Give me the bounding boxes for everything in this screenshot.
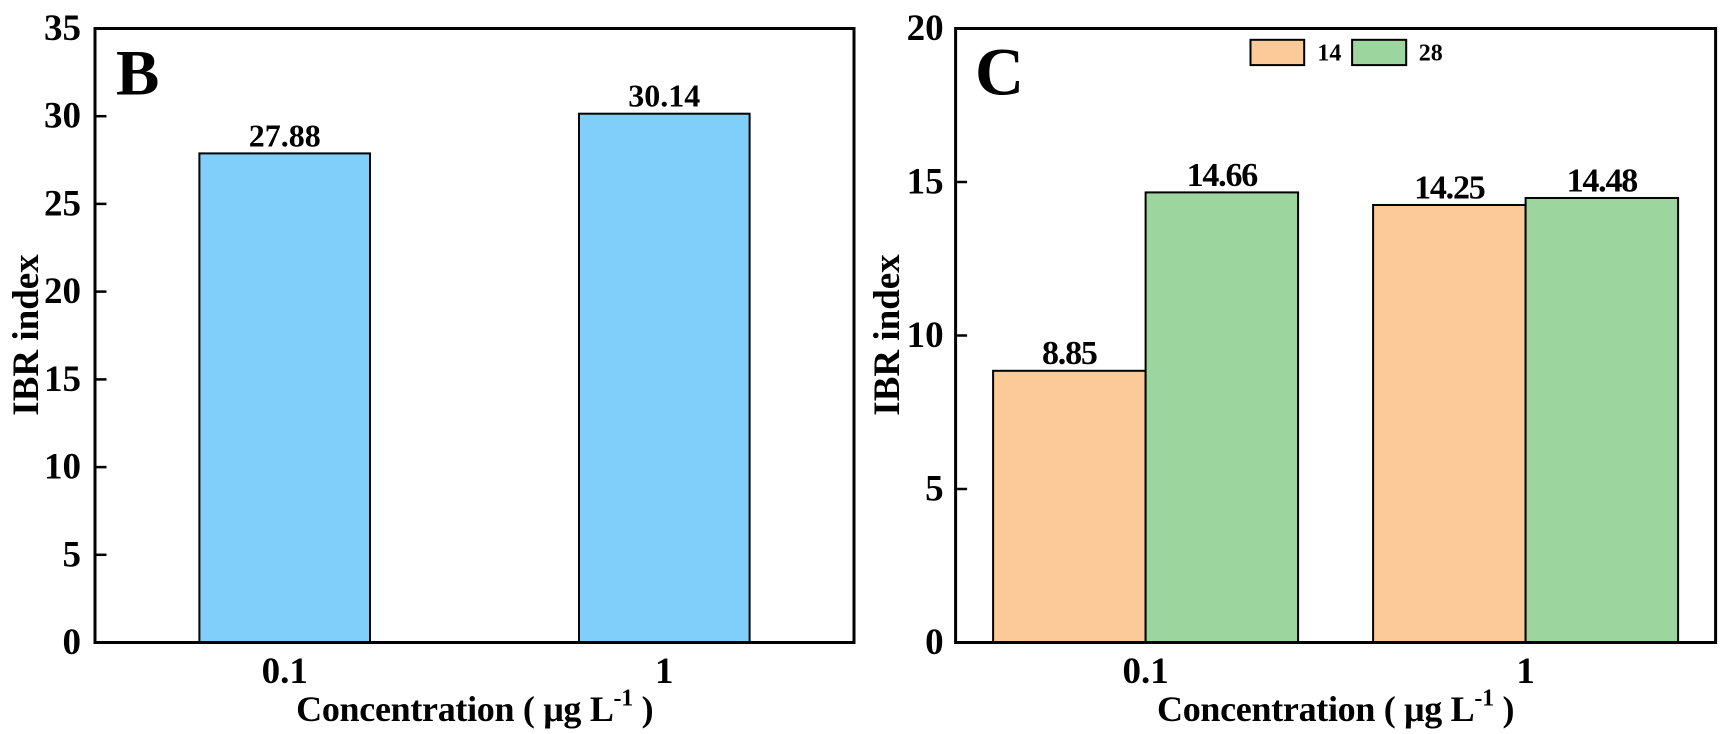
svg-text:25: 25 [44, 183, 81, 224]
svg-text:15: 15 [907, 162, 944, 203]
svg-text:20: 20 [44, 271, 81, 312]
svg-text:5: 5 [925, 469, 944, 510]
svg-text:5: 5 [63, 534, 82, 575]
svg-text:14: 14 [1317, 40, 1341, 66]
svg-text:10: 10 [44, 447, 81, 488]
svg-text:28: 28 [1419, 40, 1443, 66]
svg-text:0: 0 [925, 622, 944, 663]
svg-text:C: C [975, 34, 1024, 110]
svg-text:0.1: 0.1 [1122, 651, 1168, 692]
svg-text:14.48: 14.48 [1567, 162, 1638, 199]
svg-text:0: 0 [63, 622, 82, 663]
svg-text:8.85: 8.85 [1042, 335, 1097, 372]
svg-text:1: 1 [655, 651, 674, 692]
svg-text:20: 20 [907, 8, 944, 49]
svg-text:35: 35 [44, 8, 81, 49]
svg-text:Concentration ( μg L-1 ): Concentration ( μg L-1 ) [296, 686, 653, 730]
svg-text:0.1: 0.1 [262, 651, 308, 692]
svg-text:IBR index: IBR index [867, 254, 908, 416]
svg-text:10: 10 [907, 315, 944, 356]
svg-text:Concentration ( μg L-1 ): Concentration ( μg L-1 ) [1157, 686, 1514, 730]
svg-text:1: 1 [1516, 651, 1535, 692]
svg-text:15: 15 [44, 359, 81, 400]
svg-text:27.88: 27.88 [249, 117, 321, 153]
svg-text:14.25: 14.25 [1414, 169, 1485, 206]
svg-text:14.66: 14.66 [1187, 157, 1258, 194]
svg-text:B: B [116, 38, 159, 110]
svg-text:30.14: 30.14 [628, 78, 700, 114]
svg-text:IBR index: IBR index [6, 254, 47, 416]
svg-text:30: 30 [44, 96, 81, 137]
